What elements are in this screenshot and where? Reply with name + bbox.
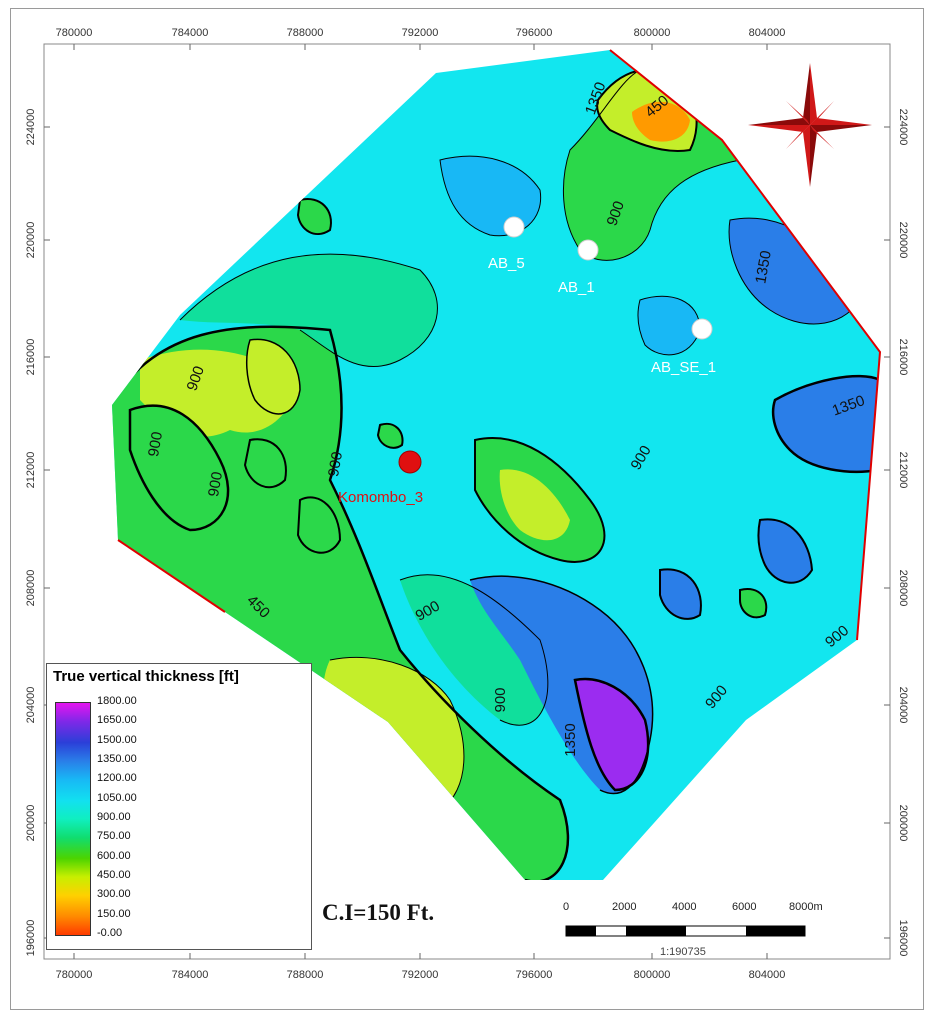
legend-value: -0.00 xyxy=(97,927,123,939)
well-marker-icon xyxy=(398,450,422,474)
x-tick-label-bottom: 780000 xyxy=(56,969,93,981)
y-tick-label-left: 224000 xyxy=(25,109,37,146)
legend-value: 1200.00 xyxy=(97,772,137,785)
teal-zone-central xyxy=(400,574,548,726)
x-tick-label-top: 792000 xyxy=(402,27,439,39)
wells: AB_5 AB_1 AB_SE_1 Komombo_3 xyxy=(338,216,716,506)
x-tick-label-top: 800000 xyxy=(634,27,671,39)
scale-bar xyxy=(565,925,806,937)
well-marker-icon xyxy=(503,216,525,238)
scale-bar-label: 4000 xyxy=(672,901,697,913)
y-tick-label-left: 200000 xyxy=(25,805,37,842)
y-tick-label-left: 212000 xyxy=(25,452,37,489)
legend-value: 150.00 xyxy=(97,907,131,920)
contour-label: 900 xyxy=(205,470,226,498)
x-tick-label-bottom: 804000 xyxy=(749,969,786,981)
purple-zone-south xyxy=(573,677,650,792)
legend-value: 1800.00 xyxy=(97,695,137,707)
legend-value: 900.00 xyxy=(97,811,131,823)
right-axis: 224000 220000 216000 212000 208000 204000 2000… xyxy=(884,109,909,957)
x-tick-label-top: 788000 xyxy=(287,27,324,39)
well-label: AB_SE_1 xyxy=(651,359,716,376)
north-arrow-icon xyxy=(748,63,872,187)
x-tick-label-bottom: 784000 xyxy=(172,969,209,981)
boundary-northeast xyxy=(609,49,882,641)
scale-bar-label: 8000m xyxy=(789,901,823,913)
y-tick-label-left: 204000 xyxy=(25,687,37,724)
legend-value: 1350.00 xyxy=(97,753,137,765)
legend: True vertical thickness [ft] 1800.00 1650… xyxy=(46,663,312,950)
legend-value: 300.00 xyxy=(97,888,131,901)
x-tick-label-top: 796000 xyxy=(516,27,553,39)
x-tick-label-bottom: 800000 xyxy=(634,969,671,981)
scale-bar-label: 6000 xyxy=(732,901,757,913)
blue-zone-east xyxy=(771,374,880,474)
y-tick-label-right: 200000 xyxy=(897,805,909,842)
y-tick-label-right: 216000 xyxy=(897,339,909,376)
orange-zone-north xyxy=(632,101,690,142)
well-label: AB_1 xyxy=(558,279,595,296)
legend-colorbar xyxy=(55,702,91,936)
scale-bar-label: 0 xyxy=(563,901,570,913)
top-axis: 780000 784000 788000 792000 796000 800000 8040… xyxy=(56,27,786,50)
y-tick-label-left: 216000 xyxy=(25,339,37,376)
y-tick-label-right: 212000 xyxy=(897,452,909,489)
y-tick-label-right: 220000 xyxy=(897,222,909,259)
y-tick-label-right: 196000 xyxy=(897,920,909,957)
well-label: Komombo_3 xyxy=(338,489,423,506)
boundary-southwest xyxy=(117,539,226,613)
contour-label: 900 xyxy=(492,687,509,712)
y-tick-label-right: 224000 xyxy=(897,109,909,146)
legend-value: 600.00 xyxy=(97,849,131,862)
legend-value: 1050.00 xyxy=(97,791,137,804)
contour-interval-label: C.I=150 Ft. xyxy=(322,900,435,925)
y-tick-label-left: 196000 xyxy=(25,920,37,957)
blue-zone-northeast xyxy=(729,218,860,324)
left-axis: 224000 220000 216000 212000 208000 204000 2000… xyxy=(25,109,50,957)
well-marker-icon xyxy=(691,318,713,340)
well-marker-icon xyxy=(577,239,599,261)
x-tick-label-top: 780000 xyxy=(56,27,93,39)
contour-label: 900 xyxy=(325,450,346,478)
well-label: AB_5 xyxy=(488,255,525,272)
legend-value: 750.00 xyxy=(97,830,131,843)
x-tick-label-bottom: 788000 xyxy=(287,969,324,981)
legend-value: 1500.00 xyxy=(97,733,137,746)
x-tick-label-bottom: 792000 xyxy=(402,969,439,981)
teal-zone-north xyxy=(180,254,438,367)
scale-bar-label: 2000 xyxy=(612,901,637,913)
plot-border xyxy=(43,43,891,960)
y-tick-label-left: 208000 xyxy=(25,570,37,607)
y-tick-label-left: 220000 xyxy=(25,222,37,259)
y-tick-label-right: 208000 xyxy=(897,570,909,607)
scale-ratio: 1:190735 xyxy=(660,946,706,958)
legend-title: True vertical thickness [ft] xyxy=(53,668,239,685)
x-tick-label-top: 784000 xyxy=(172,27,209,39)
contour-label: 1350 xyxy=(752,249,775,285)
legend-value: 1650.00 xyxy=(97,714,137,727)
y-tick-label-right: 204000 xyxy=(897,687,909,724)
legend-value: 450.00 xyxy=(97,869,131,881)
contour-label: 1350 xyxy=(562,723,579,756)
contour-label: 900 xyxy=(145,430,166,458)
x-tick-label-bottom: 796000 xyxy=(516,969,553,981)
x-tick-label-top: 804000 xyxy=(749,27,786,39)
bottom-axis: 780000 784000 788000 792000 796000 800000 8040… xyxy=(56,953,786,981)
